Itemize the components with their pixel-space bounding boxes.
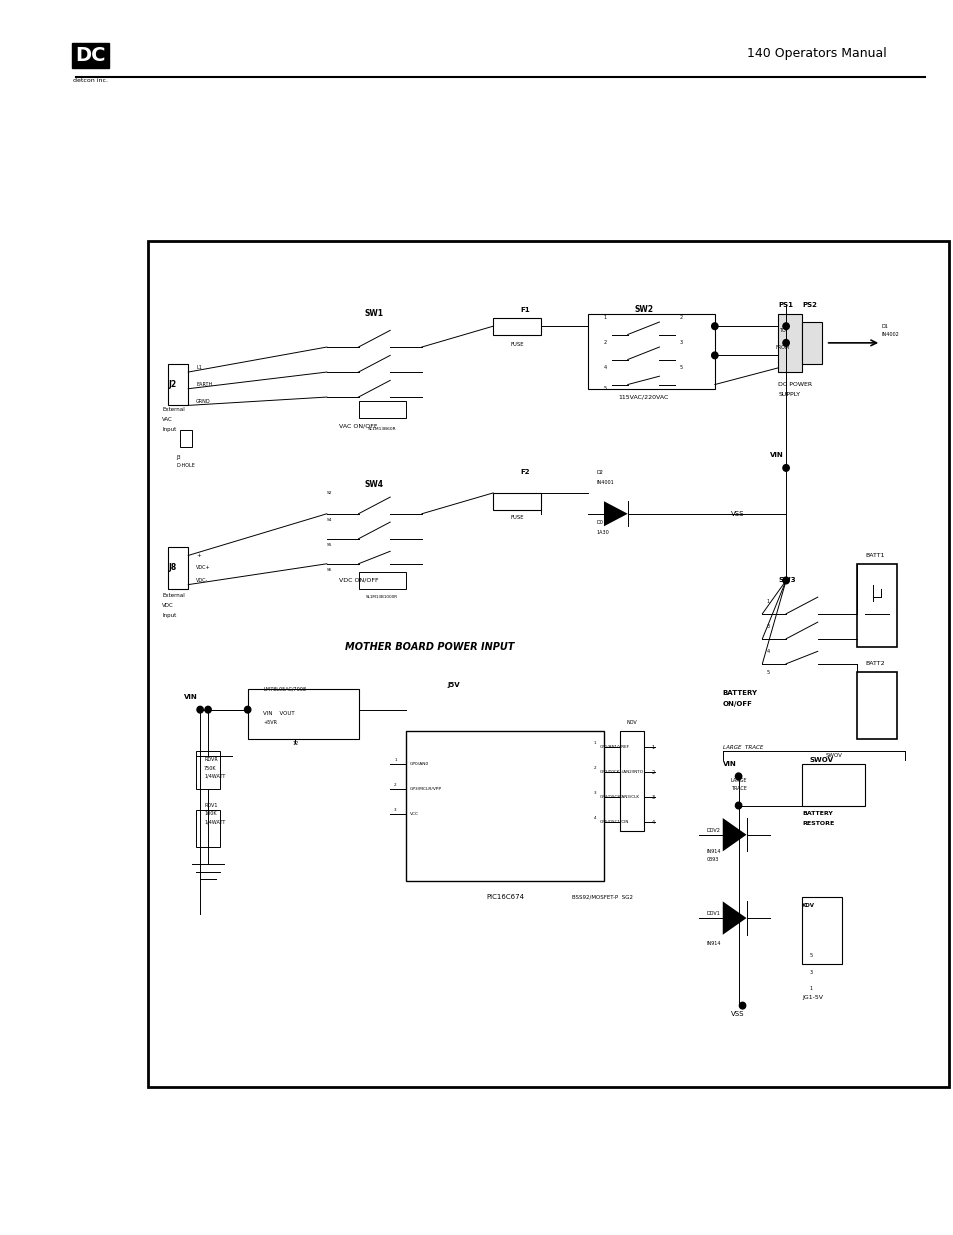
Text: DC: DC	[75, 46, 106, 65]
Text: 140 Operators Manual: 140 Operators Manual	[747, 47, 886, 59]
Text: detcon inc.: detcon inc.	[73, 78, 108, 83]
Bar	[148, 241, 948, 1087]
